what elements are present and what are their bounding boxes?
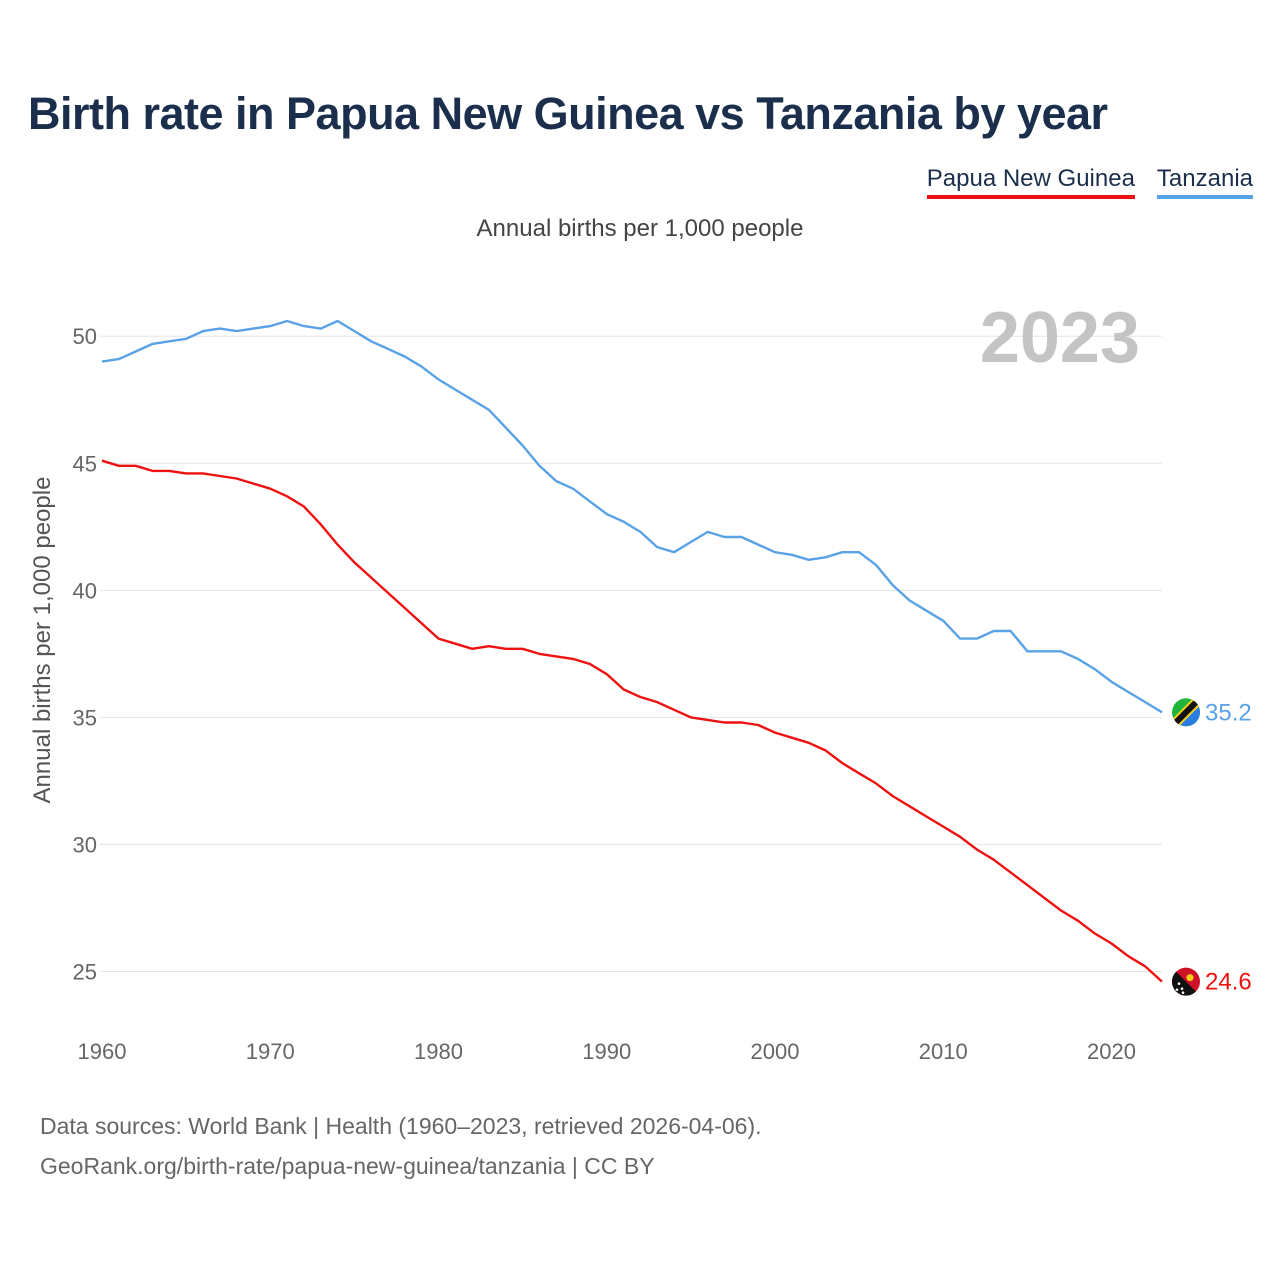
x-tick-label: 2010 [919,1039,968,1064]
x-tick-label: 1980 [414,1039,463,1064]
x-tick-label: 1960 [78,1039,127,1064]
papua-new-guinea-flag-icon [1172,967,1200,996]
series-lines [101,319,1163,983]
legend-item-tanzania[interactable]: Tanzania [1156,165,1253,199]
x-tick-label: 2000 [751,1039,800,1064]
y-tick-label: 40 [73,578,97,603]
series-end-markers: 24.6 35.2 [1172,698,1252,996]
y-tick-label: 30 [73,832,97,857]
y-tick-label: 45 [73,451,97,476]
y-axis-ticks: 25 30 35 40 45 50 [73,324,97,984]
source-line-2[interactable]: GeoRank.org/birth-rate/papua-new-guinea/… [40,1153,655,1179]
x-tick-label: 2020 [1087,1039,1136,1064]
y-tick-label: 50 [73,324,97,349]
x-tick-label: 1990 [582,1039,631,1064]
source-note: Data sources: World Bank | Health (1960–… [40,1106,762,1186]
series-line-papua-new-guinea [101,459,1163,983]
year-overlay: 2023 [980,298,1140,378]
chart-title: Birth rate in Papua New Guinea vs Tanzan… [28,88,1108,139]
source-line-1: Data sources: World Bank | Health (1960–… [40,1113,762,1139]
y-axis-label: Annual births per 1,000 people [29,477,56,804]
y-tick-label: 25 [73,959,97,984]
x-tick-label: 1970 [246,1039,295,1064]
y-tick-label: 35 [73,705,97,730]
end-value-label: 35.2 [1205,699,1252,726]
x-axis-ticks: 1960 1970 1980 1990 2000 2010 2020 [78,1039,1136,1064]
legend-item-papua-new-guinea[interactable]: Papua New Guinea [926,165,1135,199]
gridlines [100,335,1162,972]
tanzania-flag-icon [1172,698,1200,727]
legend: Papua New Guinea Tanzania [926,165,1253,199]
chart-subtitle: Annual births per 1,000 people [476,215,804,242]
series-line-tanzania [101,319,1163,714]
line-chart: 25 30 35 40 45 50 1960 1970 1980 1990 2000 2010 202… [29,298,1252,1064]
end-value-label: 24.6 [1205,969,1252,996]
